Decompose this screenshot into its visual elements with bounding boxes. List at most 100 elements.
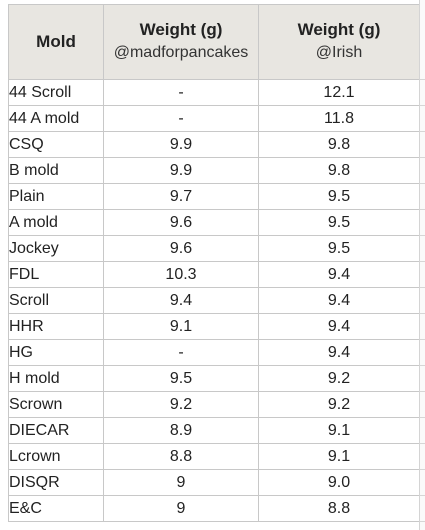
header-cell-irish[interactable]: Weight (g) @Irish — [258, 4, 420, 80]
header-weight-title: Weight (g) — [297, 20, 381, 39]
madforpancakes-weight-cell[interactable]: 9.1 — [103, 313, 259, 340]
madforpancakes-weight-cell[interactable]: 9.9 — [103, 131, 259, 158]
madforpancakes-weight-cell[interactable]: 9.2 — [103, 391, 259, 418]
madforpancakes-weight-cell[interactable]: 9.6 — [103, 209, 259, 236]
irish-weight-cell[interactable]: 11.8 — [258, 105, 420, 132]
irish-weight-cell[interactable]: 9.4 — [258, 313, 420, 340]
adjacent-gridline — [420, 287, 425, 288]
madforpancakes-weight-cell[interactable]: 8.8 — [103, 443, 259, 470]
madforpancakes-weight-cell[interactable]: 9.7 — [103, 183, 259, 210]
table-row: Lcrown 8.8 9.1 — [8, 443, 420, 470]
column-divider — [419, 0, 420, 530]
mold-name-cell[interactable]: HHR — [8, 313, 104, 340]
adjacent-gridline — [420, 417, 425, 418]
irish-weight-cell[interactable]: 9.5 — [258, 209, 420, 236]
adjacent-gridline — [420, 79, 425, 80]
irish-weight-cell[interactable]: 9.4 — [258, 339, 420, 366]
madforpancakes-weight-cell[interactable]: 9.6 — [103, 235, 259, 262]
irish-weight-cell[interactable]: 9.4 — [258, 261, 420, 288]
irish-weight-cell[interactable]: 9.4 — [258, 287, 420, 314]
header-mold-label: Mold — [36, 32, 76, 51]
irish-weight-cell[interactable]: 9.1 — [258, 417, 420, 444]
table-row: Scrown 9.2 9.2 — [8, 391, 420, 418]
adjacent-gridline — [420, 105, 425, 106]
adjacent-gridline — [420, 313, 425, 314]
table-body: 44 Scroll -12.1 44 A mold -11.8 CSQ 9.9 9.8 B m… — [8, 79, 420, 522]
adjacent-gridline — [420, 157, 425, 158]
mold-name-cell[interactable]: 44 Scroll — [8, 79, 104, 106]
adjacent-gridline — [420, 365, 425, 366]
madforpancakes-weight-cell[interactable]: 10.3 — [103, 261, 259, 288]
mold-name-cell[interactable]: Scrown — [8, 391, 104, 418]
madforpancakes-weight-cell[interactable]: - — [103, 339, 259, 366]
mold-name-cell[interactable]: DIECAR — [8, 417, 104, 444]
table-row: Plain 9.7 9.5 — [8, 183, 420, 210]
irish-weight-cell[interactable]: 9.0 — [258, 469, 420, 496]
mold-name-cell[interactable]: 44 A mold — [8, 105, 104, 132]
table-row: Jockey 9.6 9.5 — [8, 235, 420, 262]
table-row: HHR 9.1 9.4 — [8, 313, 420, 340]
adjacent-gridline — [420, 235, 425, 236]
madforpancakes-weight-cell[interactable]: 9.4 — [103, 287, 259, 314]
irish-weight-cell[interactable]: 9.2 — [258, 365, 420, 392]
header-row: Mold Weight (g) @madforpancakes Weight (… — [8, 4, 420, 80]
mold-name-cell[interactable]: E&C — [8, 495, 104, 522]
table-row: DISQR 9 9.0 — [8, 469, 420, 496]
irish-weight-cell[interactable]: 8.8 — [258, 495, 420, 522]
mold-name-cell[interactable]: CSQ — [8, 131, 104, 158]
adjacent-gridline — [420, 469, 425, 470]
table-row: Scroll 9.4 9.4 — [8, 287, 420, 314]
adjacent-gridline — [420, 495, 425, 496]
mold-name-cell[interactable]: Scroll — [8, 287, 104, 314]
mold-name-cell[interactable]: Plain — [8, 183, 104, 210]
mold-name-cell[interactable]: FDL — [8, 261, 104, 288]
madforpancakes-weight-cell[interactable]: - — [103, 105, 259, 132]
madforpancakes-weight-cell[interactable]: - — [103, 79, 259, 106]
irish-weight-cell[interactable]: 9.8 — [258, 131, 420, 158]
header-weight-title: Weight (g) — [139, 20, 223, 39]
mold-name-cell[interactable]: DISQR — [8, 469, 104, 496]
table-row: E&C 9 8.8 — [8, 495, 420, 522]
adjacent-gridline — [420, 521, 425, 522]
adjacent-gridline — [420, 183, 425, 184]
madforpancakes-weight-cell[interactable]: 9 — [103, 469, 259, 496]
irish-weight-cell[interactable]: 9.5 — [258, 235, 420, 262]
madforpancakes-weight-cell[interactable]: 9.9 — [103, 157, 259, 184]
mold-name-cell[interactable]: Jockey — [8, 235, 104, 262]
mold-name-cell[interactable]: A mold — [8, 209, 104, 236]
mold-name-cell[interactable]: Lcrown — [8, 443, 104, 470]
mold-name-cell[interactable]: B mold — [8, 157, 104, 184]
header-source-label: @Irish — [315, 44, 363, 61]
irish-weight-cell[interactable]: 9.8 — [258, 157, 420, 184]
irish-weight-cell[interactable]: 9.1 — [258, 443, 420, 470]
irish-weight-cell[interactable]: 9.2 — [258, 391, 420, 418]
table-row: DIECAR 8.9 9.1 — [8, 417, 420, 444]
table-row: 44 Scroll -12.1 — [8, 79, 420, 106]
adjacent-gridline — [420, 209, 425, 210]
adjacent-gridline — [420, 131, 425, 132]
mold-weight-table: Mold Weight (g) @madforpancakes Weight (… — [8, 4, 420, 522]
adjacent-gridline — [420, 339, 425, 340]
madforpancakes-weight-cell[interactable]: 9.5 — [103, 365, 259, 392]
adjacent-gridline — [420, 391, 425, 392]
table-row: 44 A mold -11.8 — [8, 105, 420, 132]
header-source-label: @madforpancakes — [113, 44, 249, 61]
mold-name-cell[interactable]: H mold — [8, 365, 104, 392]
adjacent-gridline — [420, 261, 425, 262]
table-row: B mold 9.9 9.8 — [8, 157, 420, 184]
table-row: FDL 10.3 9.4 — [8, 261, 420, 288]
irish-weight-cell[interactable]: 9.5 — [258, 183, 420, 210]
table-row: H mold 9.5 9.2 — [8, 365, 420, 392]
madforpancakes-weight-cell[interactable]: 8.9 — [103, 417, 259, 444]
adjacent-gridline — [420, 443, 425, 444]
irish-weight-cell[interactable]: 12.1 — [258, 79, 420, 106]
table-row: A mold 9.6 9.5 — [8, 209, 420, 236]
header-cell-madforpancakes[interactable]: Weight (g) @madforpancakes — [103, 4, 259, 80]
mold-name-cell[interactable]: HG — [8, 339, 104, 366]
table-row: CSQ 9.9 9.8 — [8, 131, 420, 158]
adjacent-column-strip — [420, 0, 425, 530]
table-row: HG -9.4 — [8, 339, 420, 366]
madforpancakes-weight-cell[interactable]: 9 — [103, 495, 259, 522]
header-cell-mold[interactable]: Mold — [8, 4, 104, 80]
